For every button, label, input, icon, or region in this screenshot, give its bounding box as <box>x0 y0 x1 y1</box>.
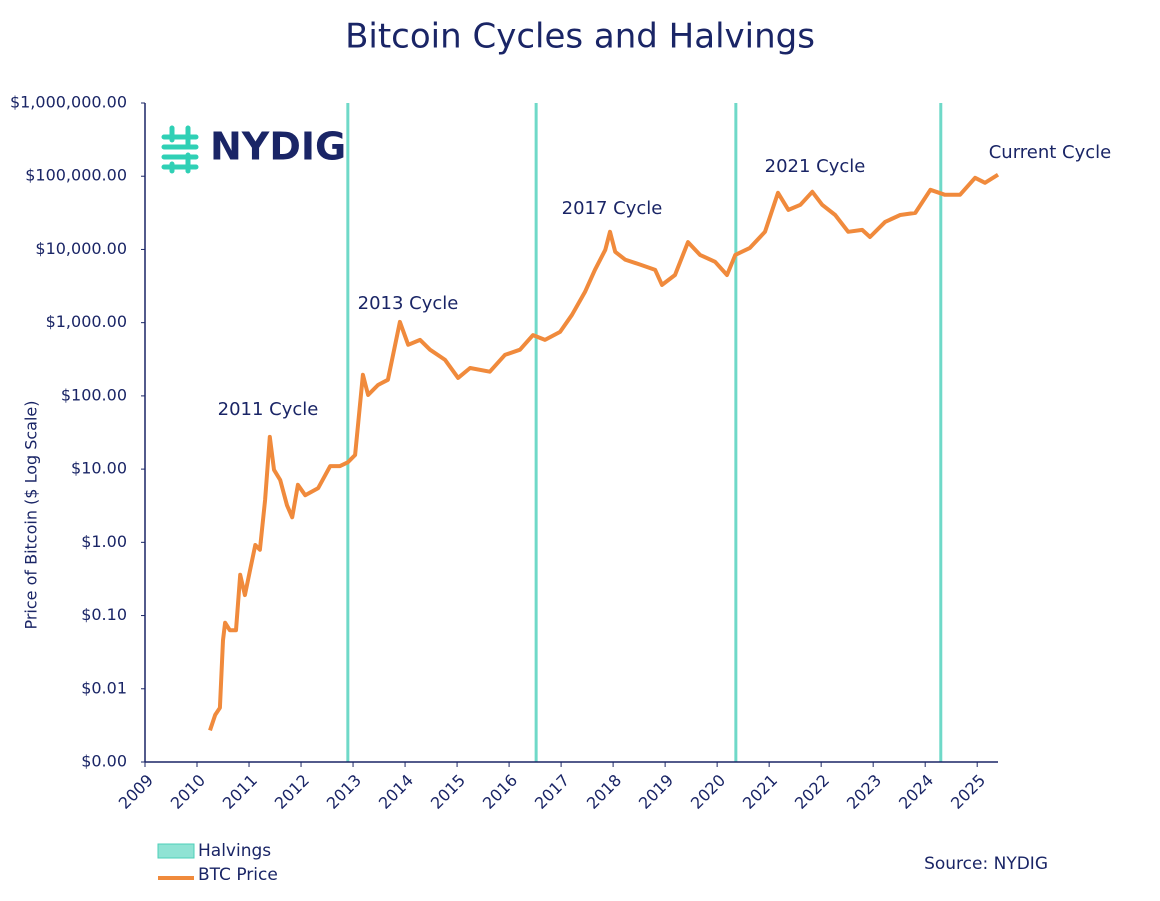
x-tick-label: 2010 <box>167 771 209 813</box>
legend-swatch-halvings <box>157 843 195 859</box>
y-tick-label: $0.00 <box>81 752 127 771</box>
source: Source: NYDIG <box>924 854 1048 874</box>
y-tick-label: $1,000,000.00 <box>10 93 127 112</box>
x-tick-label: 2022 <box>791 771 833 813</box>
y-axis-label: Price of Bitcoin ($ Log Scale) <box>22 400 41 629</box>
x-tick-label: 2016 <box>479 771 521 813</box>
y-tick-label: $10.00 <box>71 459 127 478</box>
y-tick-label: $1.00 <box>81 532 127 551</box>
y-tick-label: $0.01 <box>81 678 127 697</box>
x-tick-label: 2019 <box>635 771 677 813</box>
x-tick-label: 2017 <box>531 771 573 813</box>
x-tick-label: 2021 <box>739 771 781 813</box>
x-tick-label: 2018 <box>583 771 625 813</box>
x-tick-label: 2023 <box>843 771 885 813</box>
x-tick-label: 2015 <box>427 771 469 813</box>
y-tick-label: $100.00 <box>61 385 127 404</box>
y-tick-label: $10,000.00 <box>35 239 127 258</box>
logo-text: NYDIG <box>210 125 346 169</box>
cycle-annotation: Current Cycle <box>989 142 1112 163</box>
x-tick-label: 2011 <box>219 771 261 813</box>
legend-label: Halvings <box>198 841 271 861</box>
logo-icon <box>161 125 199 174</box>
y-tick-label: $100,000.00 <box>25 166 127 185</box>
cycle-annotation: 2011 Cycle <box>218 399 319 420</box>
x-tick-label: 2024 <box>895 771 937 813</box>
x-tick-label: 2013 <box>323 771 365 813</box>
legend-label: BTC Price <box>198 865 278 885</box>
x-tick-label: 2025 <box>947 771 989 813</box>
x-tick-label: 2014 <box>375 771 417 813</box>
cycle-annotation: 2021 Cycle <box>765 156 866 177</box>
y-tick-label: $1,000.00 <box>46 312 127 331</box>
cycle-annotation: 2017 Cycle <box>562 198 663 219</box>
price-line <box>208 173 1000 732</box>
y-tick-label: $0.10 <box>81 605 127 624</box>
x-tick-label: 2020 <box>687 771 729 813</box>
chart-title: Bitcoin Cycles and Halvings <box>345 17 815 57</box>
cycle-annotation: 2013 Cycle <box>358 293 459 314</box>
x-tick-label: 2012 <box>271 771 313 813</box>
x-tick-label: 2009 <box>115 771 157 813</box>
